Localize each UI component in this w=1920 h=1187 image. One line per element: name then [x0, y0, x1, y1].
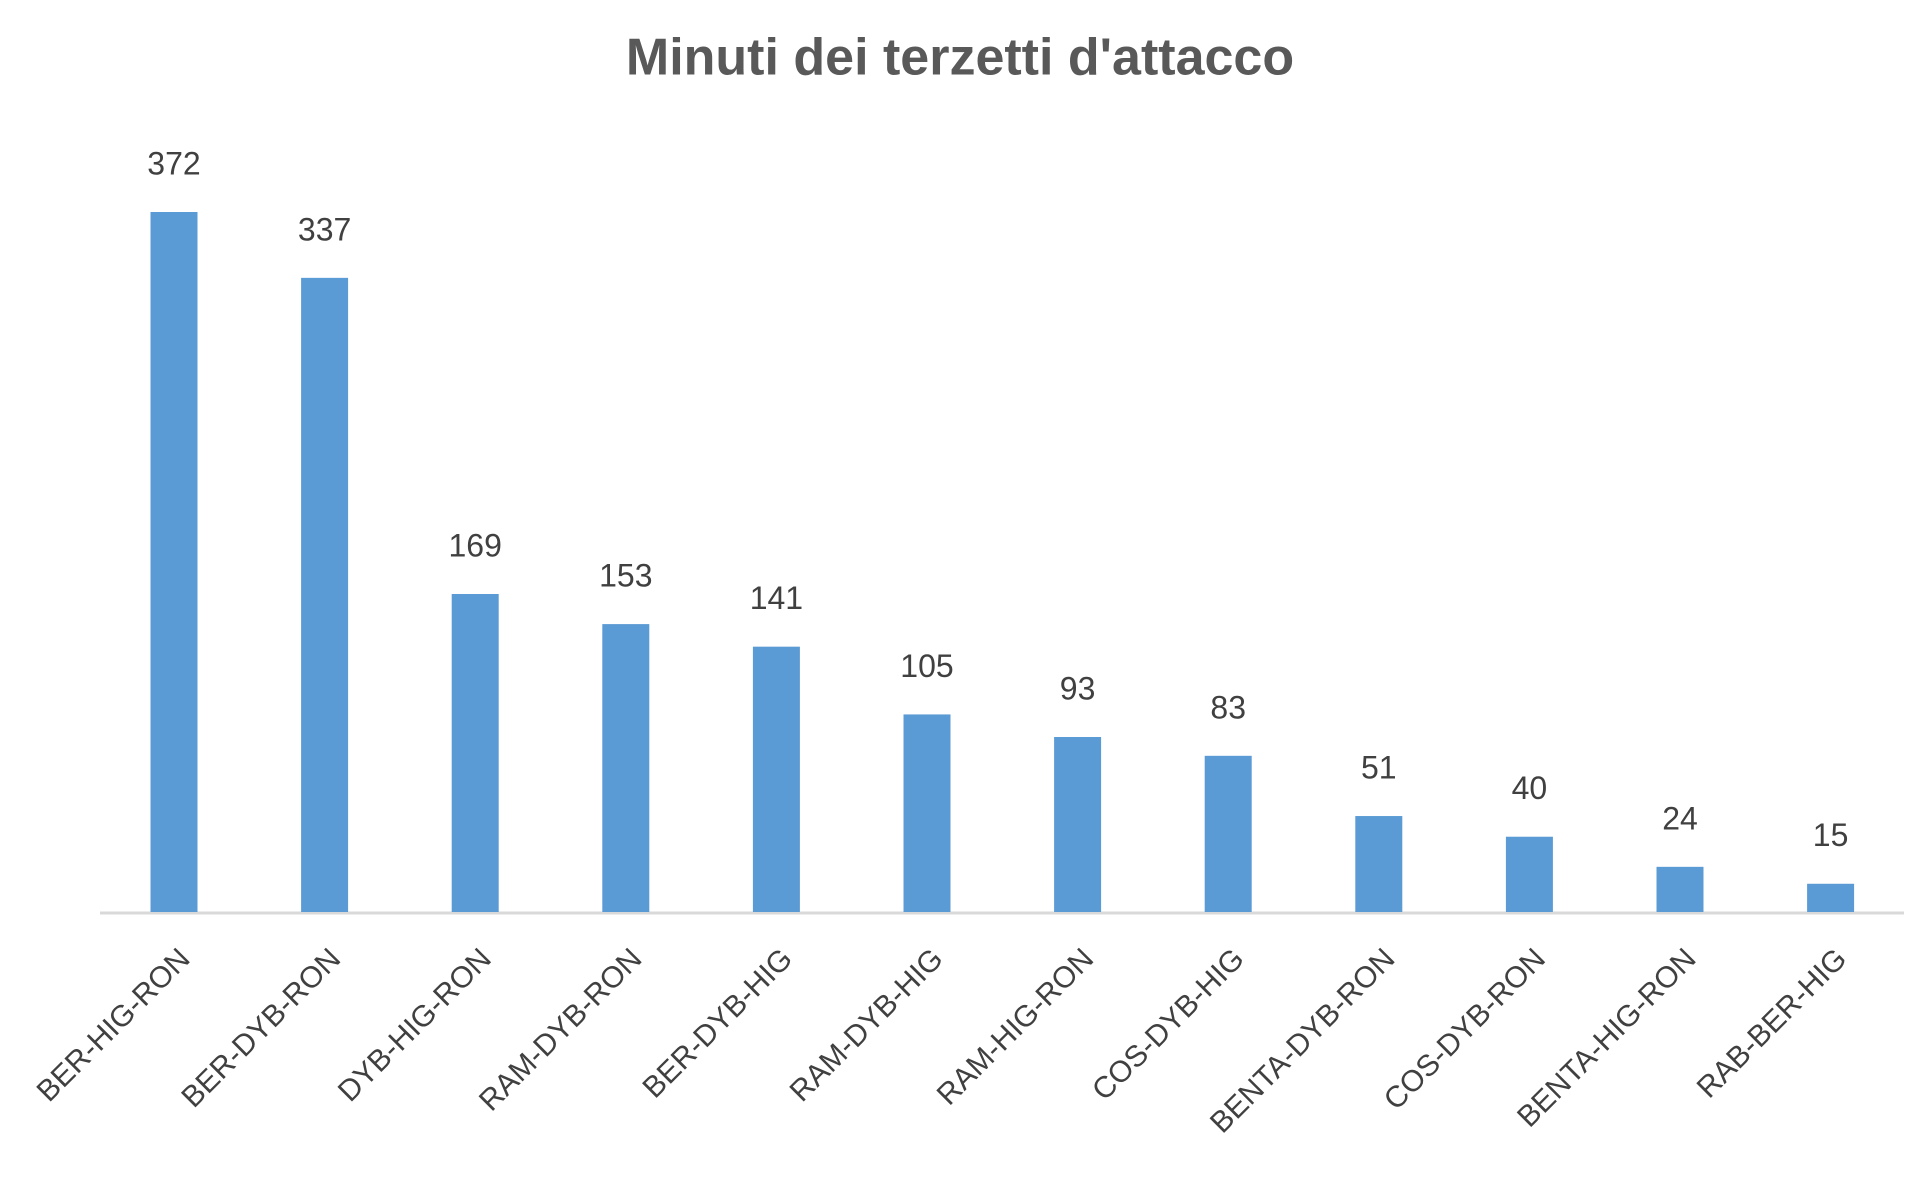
chart-title: Minuti dei terzetti d'attacco — [626, 29, 1294, 87]
data-label: 141 — [750, 580, 803, 616]
data-label: 93 — [1060, 670, 1096, 706]
x-tick-label: RAM-HIG-RON — [931, 942, 1100, 1111]
bar — [451, 593, 499, 912]
bar — [1656, 866, 1704, 912]
data-label: 105 — [900, 648, 953, 684]
x-tick-label: COS-DYB-HIG — [1086, 942, 1251, 1107]
x-tick-label: BER-DYB-HIG — [637, 942, 799, 1104]
bar — [1505, 836, 1553, 912]
bar — [1355, 816, 1403, 912]
bar — [903, 714, 951, 912]
data-label: 24 — [1662, 800, 1698, 836]
x-tick-label: BER-HIG-RON — [31, 942, 197, 1108]
bar — [1054, 737, 1102, 912]
x-tick-label: COS-DYB-RON — [1378, 942, 1552, 1116]
data-label: 153 — [599, 558, 652, 594]
data-label: 15 — [1813, 817, 1849, 853]
data-label: 169 — [449, 527, 502, 563]
data-label: 51 — [1361, 749, 1397, 785]
bar — [301, 277, 349, 912]
bar — [752, 646, 800, 912]
bar — [1204, 755, 1252, 912]
x-tick-label: RAM-DYB-HIG — [784, 942, 950, 1108]
bar — [602, 624, 650, 912]
data-label: 337 — [298, 211, 351, 247]
x-tick-label: RAB-BER-HIG — [1691, 942, 1853, 1104]
data-label: 83 — [1210, 689, 1246, 725]
x-tick-label: RAM-DYB-RON — [473, 942, 648, 1117]
bar — [150, 212, 198, 912]
bar — [1807, 883, 1855, 912]
x-tick-label: DYB-HIG-RON — [332, 942, 498, 1108]
data-label: 40 — [1512, 770, 1548, 806]
x-tick-label: BER-DYB-RON — [175, 942, 347, 1114]
data-label: 372 — [147, 145, 200, 181]
